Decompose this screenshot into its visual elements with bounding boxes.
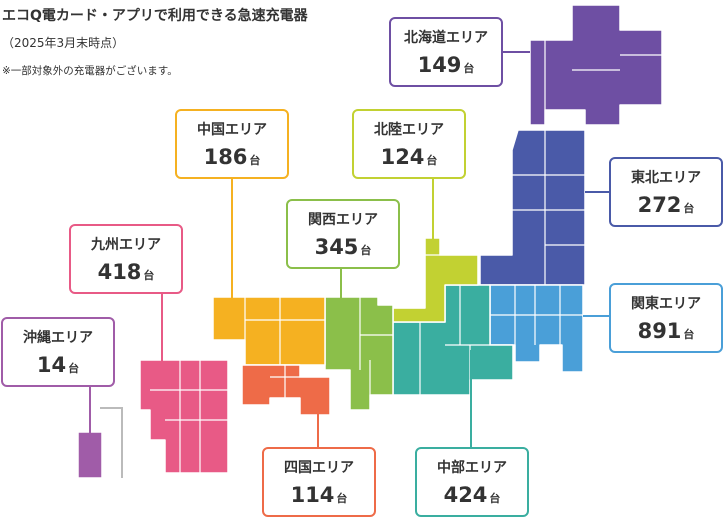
count-unit: 台 xyxy=(68,361,79,375)
region-box xyxy=(389,17,503,87)
region-border xyxy=(359,297,393,395)
region-count: 149 台 xyxy=(418,53,475,77)
region-border xyxy=(244,297,325,365)
region-box xyxy=(1,317,115,387)
count-unit: 台 xyxy=(336,491,347,505)
note: ※一部対象外の充電器がございます。 xyxy=(2,64,178,77)
region-shape xyxy=(77,431,103,479)
region-count: 424 台 xyxy=(444,483,501,507)
region-name: 北陸エリア xyxy=(374,121,444,138)
region-count: 14 台 xyxy=(37,353,79,377)
count-value: 418 xyxy=(98,260,142,284)
region-box xyxy=(352,109,466,179)
region-name: 関東エリア xyxy=(631,295,701,312)
region-shape xyxy=(324,296,394,411)
count-unit: 台 xyxy=(143,268,154,282)
count-value: 345 xyxy=(315,235,359,259)
count-unit: 台 xyxy=(683,201,694,215)
region-shape xyxy=(529,4,663,126)
region-count: 114 台 xyxy=(291,483,348,507)
region-count: 418 台 xyxy=(98,260,155,284)
region-count: 124 台 xyxy=(381,145,438,169)
region-name: 北海道エリア xyxy=(404,29,488,46)
count-value: 149 xyxy=(418,53,462,77)
region-name: 中部エリア xyxy=(437,459,507,476)
subtitle: （2025年3月末時点） xyxy=(2,36,124,50)
region-box xyxy=(415,447,529,517)
region-border xyxy=(490,285,583,372)
region-box xyxy=(69,224,183,294)
region-box xyxy=(286,199,400,269)
region-name: 関西エリア xyxy=(308,212,378,228)
region-box xyxy=(609,157,723,227)
title: エコQ電カード・アプリで利用できる急速充電器 xyxy=(2,7,309,24)
region-name: 四国エリア xyxy=(284,460,354,476)
region-border xyxy=(270,365,300,398)
count-unit: 台 xyxy=(463,61,474,75)
region-count: 186 台 xyxy=(204,145,261,169)
count-value: 424 xyxy=(444,483,488,507)
region-shape xyxy=(479,129,586,286)
region-count: 891 台 xyxy=(638,319,695,343)
count-value: 891 xyxy=(638,319,682,343)
count-unit: 台 xyxy=(489,491,500,505)
region-box xyxy=(175,109,289,179)
region-name: 東北エリア xyxy=(631,169,701,186)
count-unit: 台 xyxy=(249,153,260,167)
region-border xyxy=(393,254,440,309)
region-border xyxy=(544,40,662,110)
okinawa-frame xyxy=(100,407,123,478)
count-unit: 台 xyxy=(683,327,694,341)
region-name: 九州エリア xyxy=(90,237,161,253)
count-value: 124 xyxy=(381,145,425,169)
region-shape xyxy=(139,359,229,474)
region-shape xyxy=(212,296,326,366)
count-value: 114 xyxy=(291,483,335,507)
count-unit: 台 xyxy=(426,153,437,167)
region-border xyxy=(150,360,228,473)
region-box xyxy=(262,447,376,517)
count-unit: 台 xyxy=(360,243,371,257)
region-count: 345 台 xyxy=(315,235,372,259)
count-value: 14 xyxy=(37,353,66,377)
region-name: 中国エリア xyxy=(197,121,267,138)
region-count: 272 台 xyxy=(638,193,695,217)
count-value: 272 xyxy=(638,193,682,217)
region-box xyxy=(609,283,723,353)
region-border xyxy=(512,130,585,285)
count-value: 186 xyxy=(204,145,248,169)
region-shape xyxy=(241,364,331,416)
region-name: 沖縄エリア xyxy=(23,329,93,346)
region-border xyxy=(419,285,490,395)
